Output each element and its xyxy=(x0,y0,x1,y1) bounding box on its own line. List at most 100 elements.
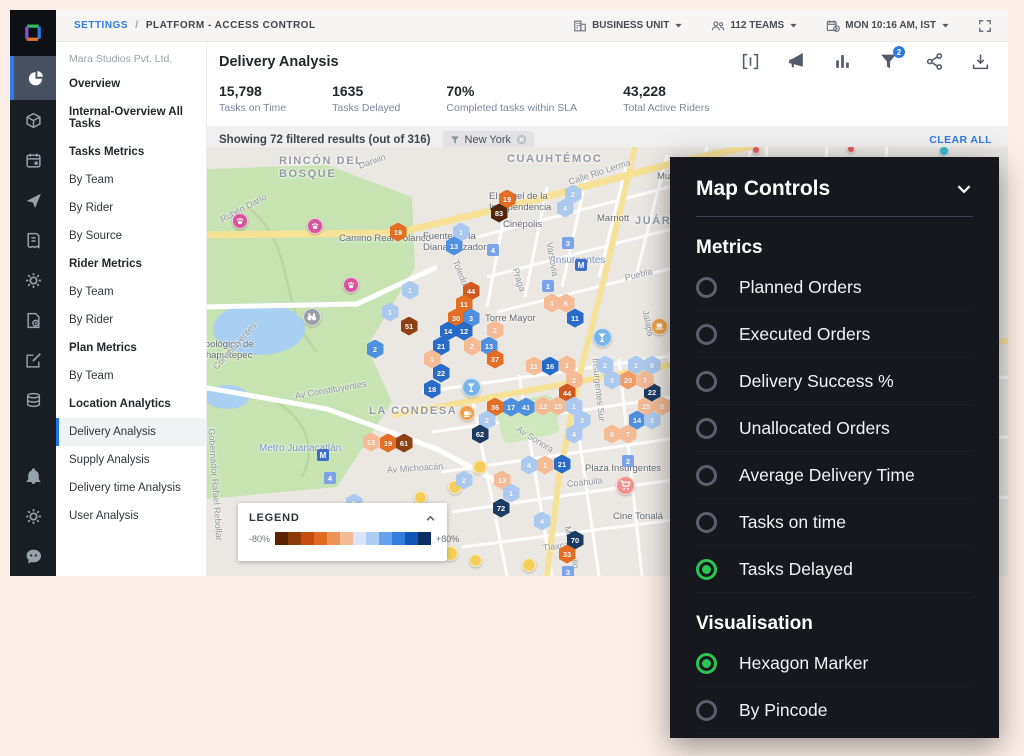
orders-icon[interactable] xyxy=(10,100,56,140)
sidebar-item-tasks-metrics[interactable]: Tasks Metrics xyxy=(56,138,206,166)
sidebar-item-supply-analysis[interactable]: Supply Analysis xyxy=(56,446,206,474)
option-label: By Pincode xyxy=(739,700,828,721)
map-controls-header[interactable]: Map Controls xyxy=(696,157,973,216)
sidebar: Mara Studios Pvt. Ltd. OverviewInternal-… xyxy=(56,42,207,576)
sidebar-item-by-team[interactable]: By Team xyxy=(56,362,206,390)
metric-option-unallocated-orders[interactable]: Unallocated Orders xyxy=(696,405,973,452)
legend-swatch xyxy=(418,532,431,545)
share-icon[interactable] xyxy=(925,52,944,71)
legend-swatch xyxy=(366,532,379,545)
clear-all-button[interactable]: CLEAR ALL xyxy=(929,134,992,146)
legend-min: -80% xyxy=(249,534,270,544)
sidebar-item-by-source[interactable]: By Source xyxy=(56,222,206,250)
option-label: Tasks on time xyxy=(739,512,846,533)
radio-unselected-icon[interactable] xyxy=(696,700,717,721)
teams-icon xyxy=(711,19,725,33)
radio-unselected-icon[interactable] xyxy=(696,371,717,392)
sidebar-item-delivery-time-analysis[interactable]: Delivery time Analysis xyxy=(56,474,206,502)
option-label: Executed Orders xyxy=(739,324,870,345)
calendar-icon[interactable] xyxy=(10,140,56,180)
bar-chart-icon[interactable] xyxy=(833,52,852,71)
filter-icon[interactable]: 2 xyxy=(879,52,898,71)
metric-option-executed-orders[interactable]: Executed Orders xyxy=(696,311,973,358)
teams-selector[interactable]: 112 TEAMS xyxy=(711,19,798,33)
stat-total-active-riders: 43,228Total Active Riders xyxy=(623,83,709,114)
radio-unselected-icon[interactable] xyxy=(696,465,717,486)
cart-map-icon xyxy=(616,476,635,495)
legend-color-scale xyxy=(275,532,431,545)
stat-label: Tasks Delayed xyxy=(332,102,400,114)
route-shield: 4 xyxy=(324,472,336,484)
radio-unselected-icon[interactable] xyxy=(696,512,717,533)
stat-value: 70% xyxy=(446,83,577,99)
business-unit-icon xyxy=(573,19,587,33)
collapse-legend-icon[interactable] xyxy=(425,513,436,524)
app-logo[interactable] xyxy=(10,10,56,56)
breadcrumb: SETTINGS / PLATFORM - ACCESS CONTROL xyxy=(74,20,316,31)
sidebar-item-plan-metrics[interactable]: Plan Metrics xyxy=(56,334,206,362)
topbar: SETTINGS / PLATFORM - ACCESS CONTROL BUS… xyxy=(10,10,1008,42)
metric-option-delivery-success-[interactable]: Delivery Success % xyxy=(696,358,973,405)
announcement-icon[interactable] xyxy=(787,52,806,71)
support-icon[interactable] xyxy=(10,536,56,576)
radio-selected-icon[interactable] xyxy=(696,653,717,674)
option-label: Tasks Delayed xyxy=(739,559,853,580)
stat-label: Tasks on Time xyxy=(219,102,286,114)
sidebar-item-by-rider[interactable]: By Rider xyxy=(56,194,206,222)
legend-max: +80% xyxy=(436,534,459,544)
sidebar-nav: OverviewInternal-Overview All TasksTasks… xyxy=(56,70,206,530)
map-legend: LEGEND -80% +80% xyxy=(238,503,447,561)
radio-unselected-icon[interactable] xyxy=(696,324,717,345)
business-unit-selector[interactable]: BUSINESS UNIT xyxy=(573,19,683,33)
data-icon[interactable] xyxy=(10,380,56,420)
visualisation-option-by-pincode[interactable]: By Pincode xyxy=(696,687,973,734)
map-controls-panel: Map Controls Metrics Planned OrdersExecu… xyxy=(670,157,999,738)
metric-option-average-delivery-time[interactable]: Average Delivery Time xyxy=(696,452,973,499)
settings-icon[interactable] xyxy=(10,496,56,536)
radio-selected-icon[interactable] xyxy=(696,559,717,580)
sidebar-item-by-team[interactable]: By Team xyxy=(56,166,206,194)
sidebar-item-by-rider[interactable]: By Rider xyxy=(56,306,206,334)
notifications-icon[interactable] xyxy=(10,456,56,496)
topbar-controls: BUSINESS UNIT 112 TEAMS MON 10:16 AM, IS… xyxy=(573,19,992,33)
option-label: Average Delivery Time xyxy=(739,465,915,486)
expand-icon[interactable] xyxy=(741,52,760,71)
sidebar-item-internal-overview-all-tasks[interactable]: Internal-Overview All Tasks xyxy=(56,98,206,138)
metric-option-planned-orders[interactable]: Planned Orders xyxy=(696,264,973,311)
legend-title: LEGEND xyxy=(249,512,300,524)
option-label: Delivery Success % xyxy=(739,371,894,392)
sidebar-item-overview[interactable]: Overview xyxy=(56,70,206,98)
reports-icon[interactable] xyxy=(10,300,56,340)
automation-icon[interactable] xyxy=(10,260,56,300)
metric-option-tasks-on-time[interactable]: Tasks on time xyxy=(696,499,973,546)
datetime-selector[interactable]: MON 10:16 AM, IST xyxy=(826,19,950,33)
content-header: Delivery Analysis 2 xyxy=(207,42,1008,75)
chevron-down-icon xyxy=(955,180,973,198)
metric-options: Planned Orders Executed Orders Delivery Su… xyxy=(696,264,973,593)
chevron-down-icon xyxy=(789,21,798,30)
audit-icon[interactable] xyxy=(10,340,56,380)
billing-icon[interactable] xyxy=(10,220,56,260)
filter-chip-new-york[interactable]: New York xyxy=(443,131,534,149)
sidebar-item-delivery-analysis[interactable]: Delivery Analysis xyxy=(56,418,206,446)
download-icon[interactable] xyxy=(971,52,990,71)
remove-filter-icon[interactable] xyxy=(516,134,527,145)
sidebar-item-by-team[interactable]: By Team xyxy=(56,278,206,306)
analytics-icon[interactable] xyxy=(10,56,56,100)
breadcrumb-settings-link[interactable]: SETTINGS xyxy=(74,20,128,31)
paw-map-icon xyxy=(307,218,323,234)
sidebar-item-rider-metrics[interactable]: Rider Metrics xyxy=(56,250,206,278)
radio-unselected-icon[interactable] xyxy=(696,418,717,439)
sidebar-item-user-analysis[interactable]: User Analysis xyxy=(56,502,206,530)
metric-option-tasks-delayed[interactable]: Tasks Delayed xyxy=(696,546,973,593)
visualisation-options: Hexagon Marker By Pincode xyxy=(696,640,973,734)
sidebar-item-location-analytics[interactable]: Location Analytics xyxy=(56,390,206,418)
legend-swatch xyxy=(392,532,405,545)
metro-station-icon: M xyxy=(575,259,587,271)
option-label: Unallocated Orders xyxy=(739,418,890,439)
radio-unselected-icon[interactable] xyxy=(696,277,717,298)
dispatch-icon[interactable] xyxy=(10,180,56,220)
fullscreen-button[interactable] xyxy=(978,19,992,33)
stat-label: Total Active Riders xyxy=(623,102,709,114)
visualisation-option-hexagon-marker[interactable]: Hexagon Marker xyxy=(696,640,973,687)
